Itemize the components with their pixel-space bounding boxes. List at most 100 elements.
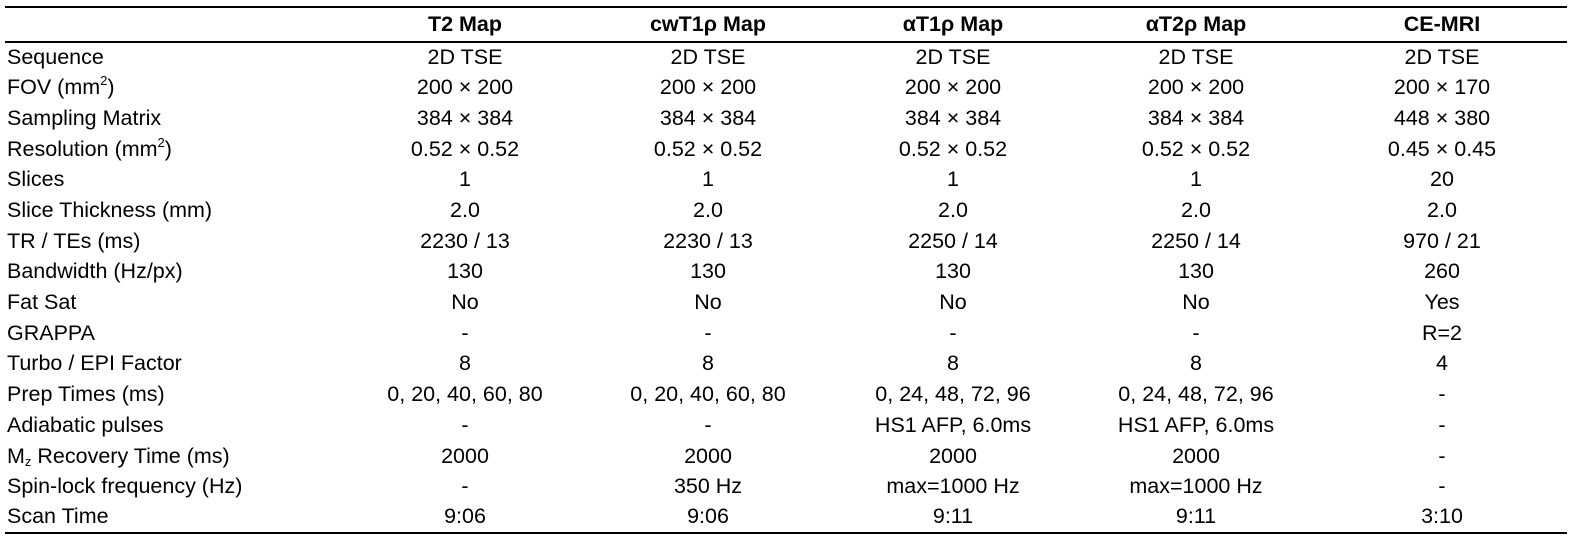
table-cell: 384 × 384 <box>1147 105 1245 130</box>
table-cell: HS1 AFP, 6.0ms <box>874 412 1032 437</box>
row-label: GRAPPA <box>7 320 96 345</box>
row-label: Scan Time <box>7 504 109 529</box>
table-row-mz-recovery-time: Mz Recovery Time (ms) 2000 2000 2000 200… <box>5 441 1567 472</box>
table-cell: 0, 24, 48, 72, 96 <box>875 382 1031 407</box>
table-cell: 2.0 <box>693 198 723 223</box>
table-cell: - <box>949 320 957 345</box>
row-label-suffix: Recovery Time (ms) <box>31 443 230 468</box>
table-cell: No <box>694 290 722 315</box>
table-row-sequence: Sequence 2D TSE 2D TSE 2D TSE 2D TSE 2D … <box>5 42 1567 73</box>
row-label: Mz Recovery Time (ms) <box>5 441 345 472</box>
row-label-suffix: ) <box>164 136 172 161</box>
table-cell: - <box>461 474 469 499</box>
parameters-table-container: T2 Map cwT1ρ Map αT1ρ Map αT2ρ Map CE-MR… <box>5 6 1567 534</box>
acquisition-parameters-table: T2 Map cwT1ρ Map αT1ρ Map αT2ρ Map CE-MR… <box>5 6 1567 534</box>
table-cell: No <box>451 290 479 315</box>
table-row-tr-tes: TR / TEs (ms) 2230 / 13 2230 / 13 2250 /… <box>5 226 1567 257</box>
row-label: Adiabatic pulses <box>7 412 164 437</box>
table-row-grappa: GRAPPA - - - - R=2 <box>5 318 1567 349</box>
table-row-sampling-matrix: Sampling Matrix 384 × 384 384 × 384 384 … <box>5 103 1567 134</box>
table-cell: 1 <box>702 167 714 192</box>
table-row-prep-times: Prep Times (ms) 0, 20, 40, 60, 80 0, 20,… <box>5 380 1567 411</box>
table-cell: 384 × 384 <box>904 105 1002 130</box>
row-label-superscript: 2 <box>100 73 108 89</box>
table-cell: 200 × 200 <box>416 75 514 100</box>
table-header: T2 Map cwT1ρ Map αT1ρ Map αT2ρ Map CE-MR… <box>5 7 1567 42</box>
table-cell: No <box>1182 290 1210 315</box>
table-cell: No <box>939 290 967 315</box>
table-cell: - <box>1438 443 1446 468</box>
table-cell: - <box>461 320 469 345</box>
row-label: Spin-lock frequency (Hz) <box>7 474 243 499</box>
header-label-column <box>5 7 345 42</box>
table-cell: - <box>1438 412 1446 437</box>
header-cwt1rho-map: cwT1ρ Map <box>649 12 767 36</box>
table-cell: 9:06 <box>687 504 729 529</box>
table-row-scan-time: Scan Time 9:06 9:06 9:11 9:11 3:10 <box>5 502 1567 533</box>
row-label-suffix: ) <box>107 75 115 100</box>
table-cell: 9:06 <box>444 504 486 529</box>
table-cell: 1 <box>947 167 959 192</box>
row-label: Resolution (mm2) <box>5 134 345 165</box>
table-cell: 0.52 × 0.52 <box>898 136 1008 161</box>
table-cell: HS1 AFP, 6.0ms <box>1117 412 1275 437</box>
table-cell: max=1000 Hz <box>886 474 1020 499</box>
table-cell: 2230 / 13 <box>663 228 753 253</box>
row-label: FOV (mm2) <box>5 73 345 104</box>
table-cell: 130 <box>935 259 971 284</box>
table-cell: 200 × 200 <box>1147 75 1245 100</box>
table-body: Sequence 2D TSE 2D TSE 2D TSE 2D TSE 2D … <box>5 42 1567 533</box>
row-label: TR / TEs (ms) <box>7 228 141 253</box>
table-cell: 2D TSE <box>915 45 991 70</box>
row-label-text: FOV (mm <box>7 75 101 100</box>
table-cell: R=2 <box>1421 320 1463 345</box>
table-row-turbo-epi-factor: Turbo / EPI Factor 8 8 8 8 4 <box>5 349 1567 380</box>
table-cell: 130 <box>1178 259 1214 284</box>
table-cell: - <box>1438 382 1446 407</box>
table-cell: 3:10 <box>1421 504 1463 529</box>
table-cell: 2.0 <box>1181 198 1211 223</box>
table-cell: 9:11 <box>1175 504 1217 529</box>
table-cell: 260 <box>1424 259 1460 284</box>
table-cell: 8 <box>459 351 471 376</box>
table-row-spin-lock-frequency: Spin-lock frequency (Hz) - 350 Hz max=10… <box>5 472 1567 503</box>
row-label: Slices <box>7 167 65 192</box>
row-label-text: M <box>7 443 25 468</box>
table-cell: 20 <box>1430 167 1454 192</box>
table-cell: 2000 <box>929 443 977 468</box>
row-label-superscript: 2 <box>157 134 165 150</box>
table-cell: max=1000 Hz <box>1129 474 1263 499</box>
table-cell: 2000 <box>684 443 732 468</box>
row-label-subscript: z <box>24 453 32 469</box>
table-row-resolution: Resolution (mm2) 0.52 × 0.52 0.52 × 0.52… <box>5 134 1567 165</box>
table-cell: 9:11 <box>932 504 974 529</box>
table-cell: 448 × 380 <box>1393 105 1491 130</box>
row-label: Prep Times (ms) <box>7 382 165 407</box>
table-cell: 2D TSE <box>1404 45 1480 70</box>
header-at2rho-map: αT2ρ Map <box>1145 12 1247 36</box>
table-cell: - <box>1438 474 1446 499</box>
table-cell: 2000 <box>1172 443 1220 468</box>
header-ce-mri: CE-MRI <box>1403 12 1481 36</box>
table-row-bandwidth: Bandwidth (Hz/px) 130 130 130 130 260 <box>5 257 1567 288</box>
table-cell: 200 × 200 <box>904 75 1002 100</box>
table-cell: 2D TSE <box>427 45 503 70</box>
table-cell: 2.0 <box>1427 198 1457 223</box>
table-cell: 130 <box>690 259 726 284</box>
table-row-adiabatic-pulses: Adiabatic pulses - - HS1 AFP, 6.0ms HS1 … <box>5 410 1567 441</box>
table-cell: 2D TSE <box>1158 45 1234 70</box>
header-t2-map: T2 Map <box>427 12 503 36</box>
table-cell: 2230 / 13 <box>420 228 510 253</box>
table-cell: - <box>704 412 712 437</box>
table-row-slices: Slices 1 1 1 1 20 <box>5 165 1567 196</box>
table-cell: 4 <box>1436 351 1448 376</box>
header-at1rho-map: αT1ρ Map <box>902 12 1004 36</box>
table-cell: 2250 / 14 <box>1151 228 1241 253</box>
table-cell: 8 <box>1190 351 1202 376</box>
table-cell: 0.45 × 0.45 <box>1387 136 1497 161</box>
row-label: Sampling Matrix <box>7 105 162 130</box>
table-cell: 2000 <box>441 443 489 468</box>
table-cell: 2.0 <box>450 198 480 223</box>
table-cell: 350 Hz <box>673 474 743 499</box>
table-cell: 200 × 170 <box>1393 75 1491 100</box>
